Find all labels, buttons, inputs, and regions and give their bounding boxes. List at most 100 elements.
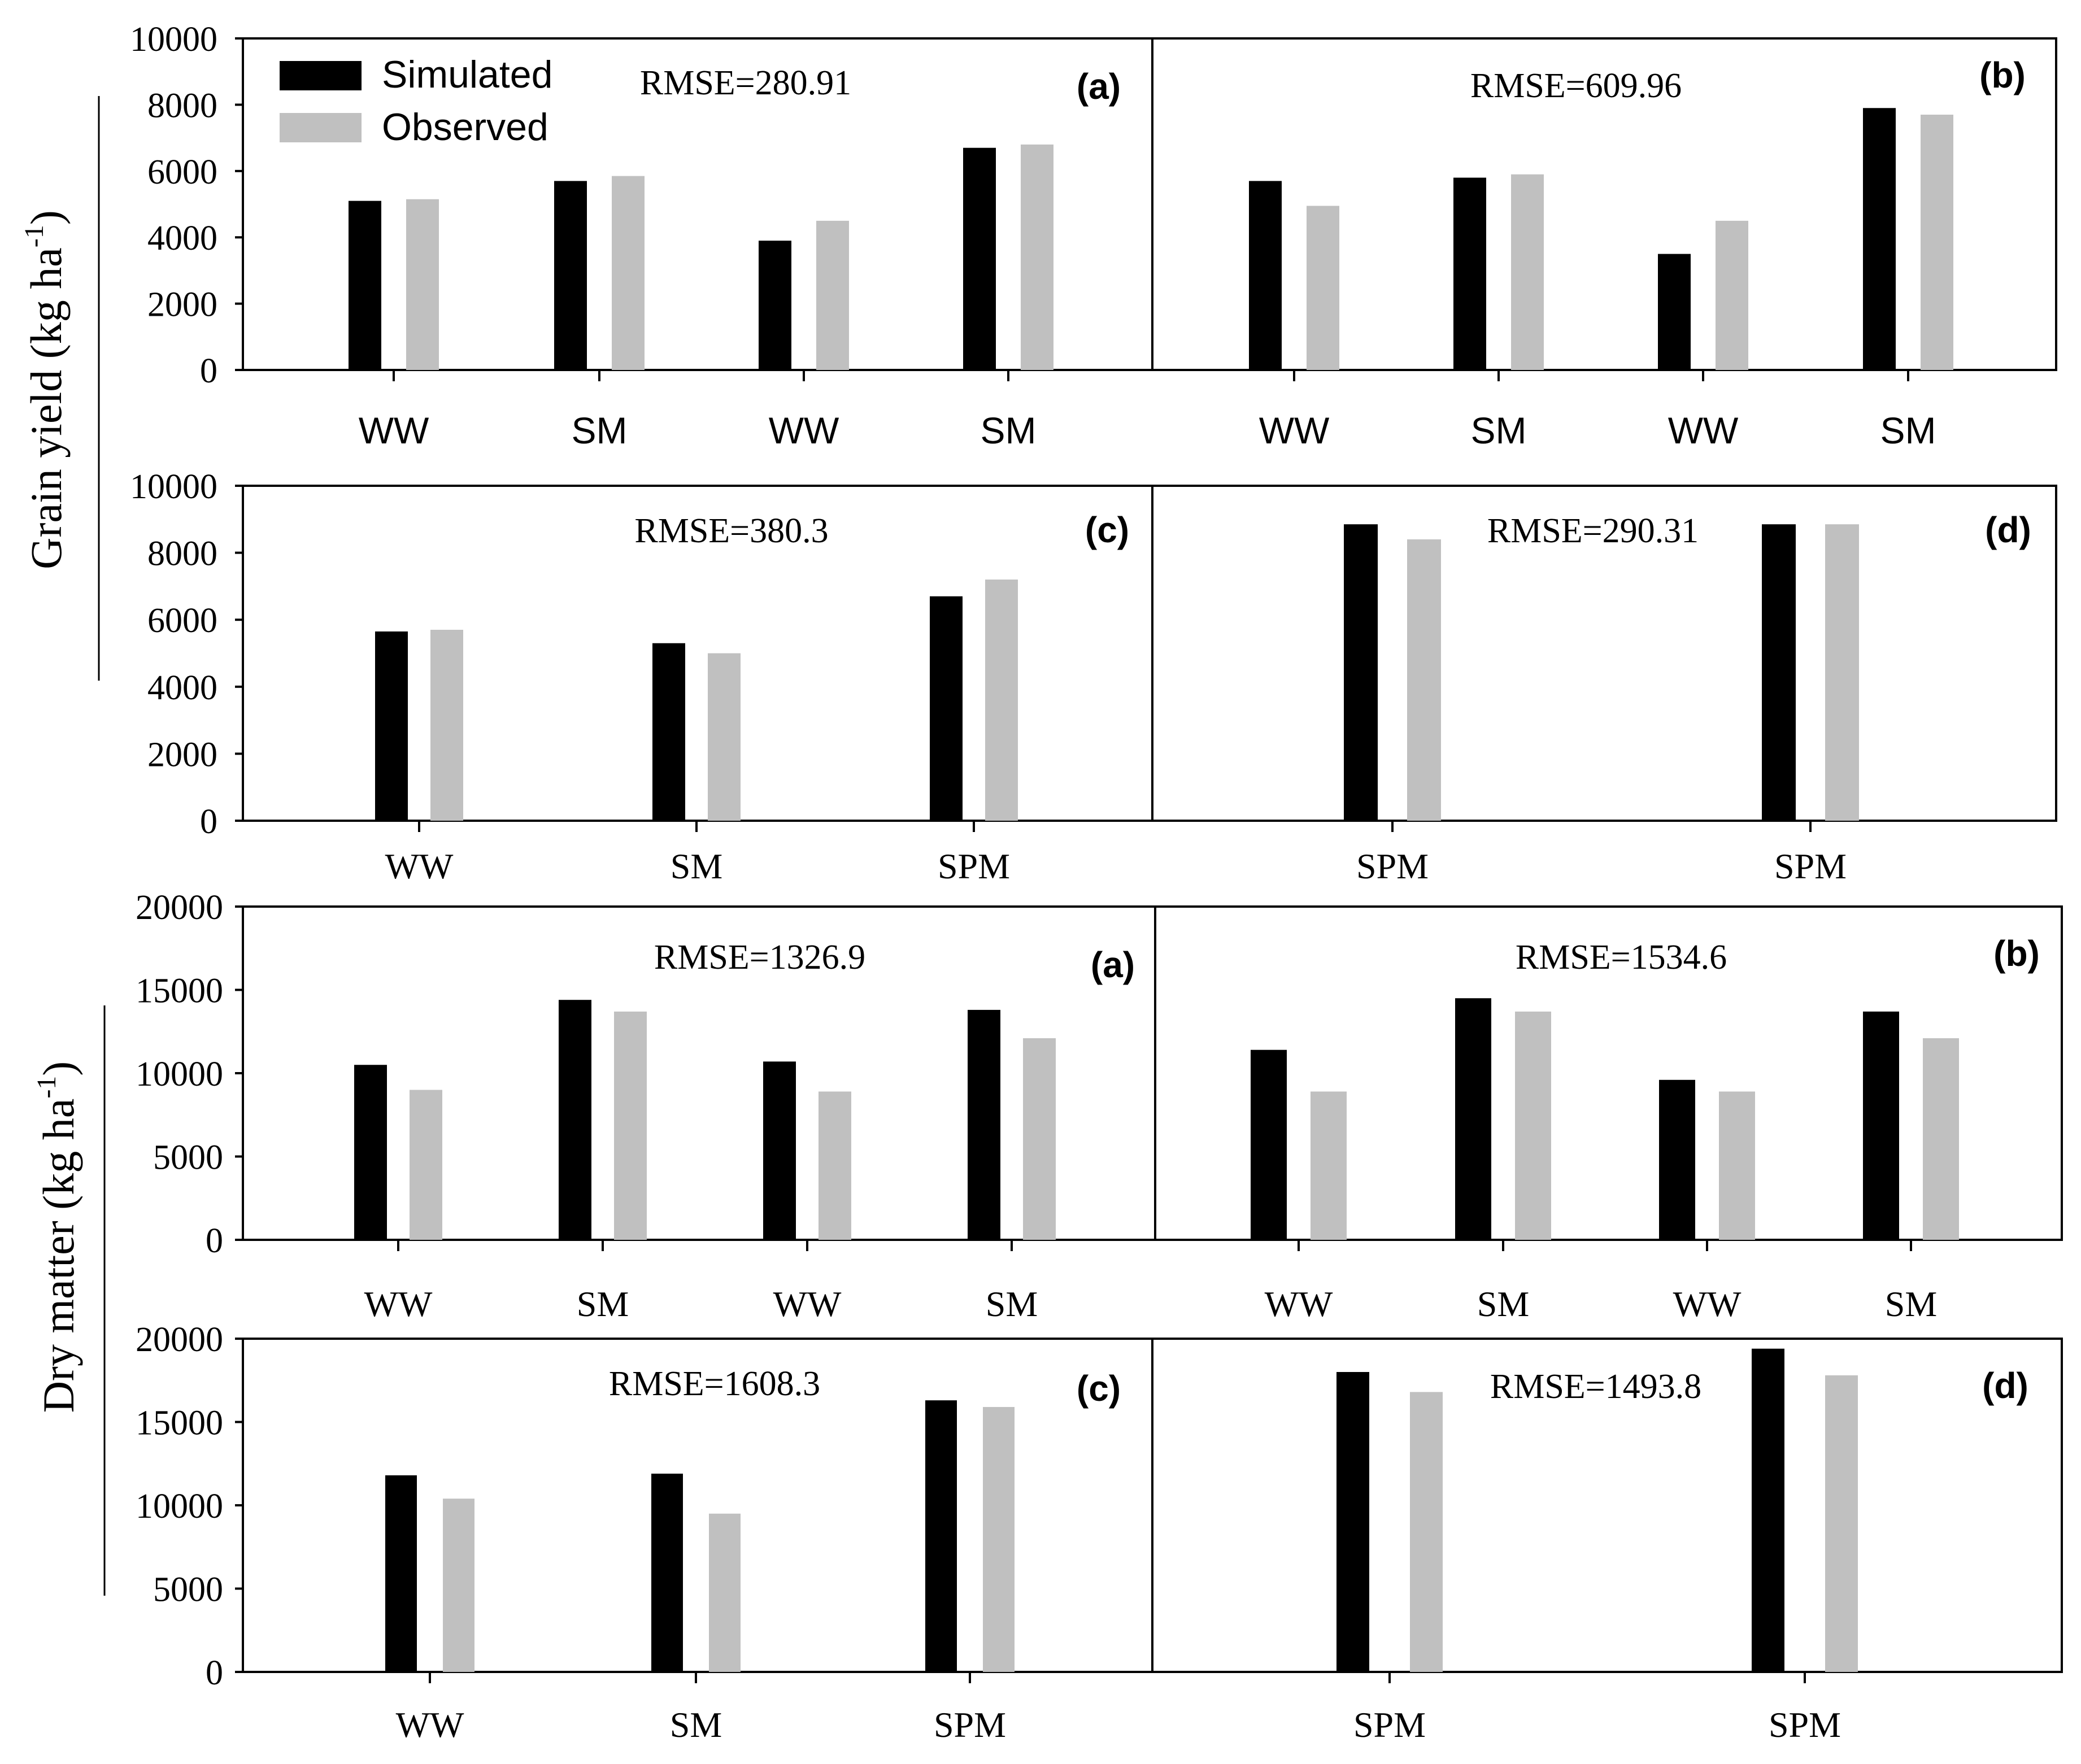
grain-c-ytick-label: 2000 [147, 735, 217, 774]
grain-d-category-label: SPM [1774, 846, 1847, 886]
dry-b-category-label: SM [1477, 1284, 1530, 1324]
grain-a-category-label: WW [769, 410, 839, 451]
grain-c-bar-simulated [930, 596, 963, 821]
grain-c-panel: 0 2000 4000 6000 8000 10000 WW SM SPM RMSE=380.3 (… [130, 468, 1153, 886]
grain-b-bar-observed [1921, 115, 1953, 370]
dry-c-bar-simulated [385, 1475, 417, 1672]
dry-a-ytick-label: 10000 [136, 1055, 223, 1094]
dry-d-bar-simulated [1752, 1348, 1784, 1672]
dry-c-panel: 0 5000 10000 15000 20000 WW SM SPM RMSE=1608.3 (c… [136, 1321, 1153, 1745]
grain-a-bar-simulated [554, 181, 587, 370]
grain-c-bar-observed [708, 653, 741, 821]
dry-b-bar-observed [1719, 1091, 1755, 1240]
dry-c-bar-observed [443, 1499, 474, 1672]
grain-c-panel-label: (c) [1085, 509, 1129, 550]
dry-b-category-label: WW [1265, 1284, 1333, 1324]
legend-swatch-simulated [280, 61, 362, 90]
dry-c-bar-observed [983, 1406, 1015, 1672]
grain-c-ytick-label: 4000 [147, 669, 217, 707]
dry-b-category-label: SM [1885, 1284, 1938, 1324]
grain-d-bar-simulated [1762, 524, 1796, 821]
dry-c-bar-simulated [925, 1400, 957, 1672]
dry-d-bar-simulated [1336, 1372, 1369, 1672]
dry-a-ytick-label: 15000 [136, 972, 223, 1011]
dry-c-ytick-label: 20000 [136, 1321, 223, 1359]
dry-b-rmse-label: RMSE=1534.6 [1516, 938, 1727, 977]
grain-b-category-label: WW [1668, 410, 1739, 451]
grain-c-category-label: SPM [938, 846, 1010, 886]
dry-b-bar-simulated [1455, 998, 1491, 1240]
grain-c-ytick-label: 10000 [130, 468, 217, 506]
grain-b-bar-simulated [1249, 181, 1282, 370]
dry-a-bar-simulated [968, 1009, 1000, 1240]
grain-c-bar-simulated [652, 643, 685, 821]
dry-b-category-label: WW [1673, 1284, 1742, 1324]
dry-c-rmse-label: RMSE=1608.3 [609, 1365, 820, 1403]
grain-a-bar-observed [816, 220, 849, 370]
dry-d-bar-observed [1410, 1392, 1443, 1672]
dry-a-bar-observed [1023, 1038, 1056, 1240]
grain-a-rmse-label: RMSE=280.91 [640, 64, 851, 102]
dry-a-category-label: WW [364, 1284, 433, 1324]
grain-c-ytick-label: 0 [200, 803, 217, 841]
dry-b-panel-label: (b) [1993, 933, 2040, 974]
dry-b-bar-observed [1515, 1011, 1551, 1240]
grain-c-rmse-label: RMSE=380.3 [634, 512, 828, 550]
grain-b-bar-observed [1511, 174, 1544, 370]
grain-d-category-label: SPM [1356, 846, 1429, 886]
legend-swatch-observed [280, 113, 362, 142]
grain-a-category-label: SM [572, 410, 628, 451]
grain-a-bar-simulated [759, 241, 791, 370]
dry-a-ytick-label: 20000 [136, 888, 223, 927]
dry-c-ytick-label: 15000 [136, 1404, 223, 1443]
dry-b-frame [1154, 905, 2063, 1241]
grain-a-panel: 0 2000 4000 6000 8000 10000 WW SM WW SM RMSE=280.9… [130, 20, 1153, 451]
dry-c-ytick-label: 10000 [136, 1487, 223, 1526]
dry-a-category-label: WW [773, 1284, 842, 1324]
grain-b-rmse-label: RMSE=609.96 [1470, 67, 1682, 105]
dry-a-panel: 0 5000 10000 15000 20000 WW SM WW SM RMSE=1326.9 (… [136, 888, 1156, 1324]
dry-d-frame [1151, 1338, 2063, 1673]
grain-b-bar-simulated [1658, 254, 1691, 370]
grain-b-category-label: SM [1471, 410, 1527, 451]
legend: Simulated Observed [280, 53, 552, 149]
dry-b-bar-observed [1311, 1091, 1347, 1240]
grain-a-panel-label: (a) [1077, 66, 1121, 107]
grain-a-bar-simulated [349, 201, 381, 370]
grain-b-panel-label: (b) [1979, 55, 2026, 95]
grain-c-ytick-label: 8000 [147, 535, 217, 573]
dry-b-bar-simulated [1863, 1011, 1899, 1240]
dry-d-rmse-label: RMSE=1493.8 [1490, 1367, 1701, 1406]
grain-a-bar-observed [1021, 144, 1053, 370]
grain-b-frame [1151, 37, 2057, 371]
grain-a-ytick-label: 8000 [147, 86, 217, 125]
grain-b-category-label: SM [1880, 410, 1936, 451]
dry-c-bar-observed [709, 1513, 741, 1672]
grain-b-bar-simulated [1453, 177, 1486, 370]
grain-b-bar-observed [1307, 206, 1339, 370]
grain-d-panel: SPM SPM RMSE=290.31 (d) [1151, 485, 2057, 886]
legend-label-simulated: Simulated [382, 53, 552, 96]
dry-c-panel-label: (c) [1077, 1368, 1121, 1409]
dry-matter-axis-title: Dry matter (kg ha-1) [32, 1061, 83, 1413]
dry-a-rmse-label: RMSE=1326.9 [654, 938, 865, 977]
dry-d-category-label: SPM [1353, 1705, 1426, 1745]
grain-c-bar-observed [430, 629, 463, 821]
grain-d-frame [1151, 485, 2057, 822]
grain-a-bar-observed [406, 199, 439, 370]
grain-b-category-label: WW [1259, 410, 1330, 451]
grain-a-bar-simulated [963, 147, 996, 370]
grain-a-ytick-label: 4000 [147, 219, 217, 258]
dry-c-category-label: SM [670, 1705, 722, 1745]
dry-b-bar-observed [1923, 1038, 1959, 1240]
grain-c-bar-simulated [375, 631, 408, 821]
grain-c-category-label: WW [385, 846, 454, 886]
grain-b-panel: WW SM WW SM RMSE=609.96 (b) [1151, 37, 2057, 451]
dry-c-ytick-label: 5000 [153, 1571, 223, 1609]
legend-label-observed: Observed [382, 106, 548, 149]
dry-a-category-label: SM [577, 1284, 629, 1324]
dry-b-bar-simulated [1251, 1049, 1287, 1240]
grain-c-ytick-label: 6000 [147, 602, 217, 640]
dry-a-bar-simulated [559, 1000, 591, 1240]
